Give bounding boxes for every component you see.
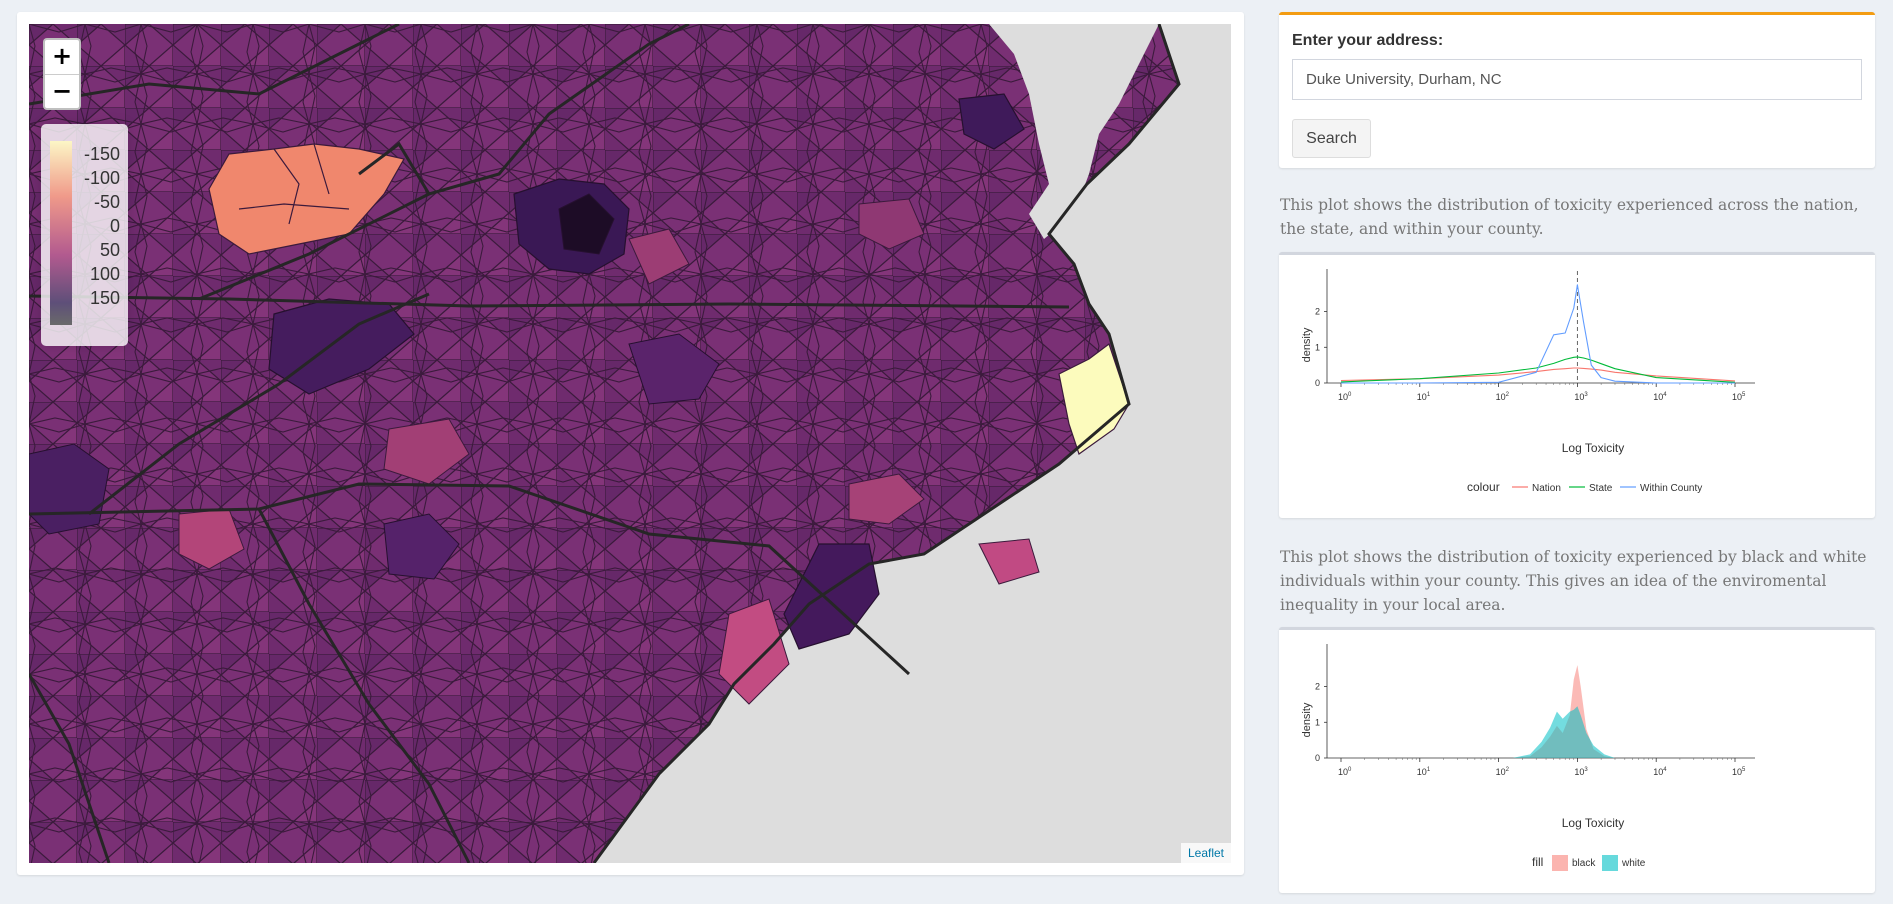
legend-label: -50 [93, 192, 120, 212]
leaflet-attribution-link[interactable]: Leaflet [1180, 843, 1231, 863]
x-tick-label: 102 [1496, 767, 1510, 777]
address-panel: Enter your address: Search [1279, 12, 1875, 168]
legend-key-black [1552, 855, 1568, 871]
legend-label: 150 [89, 288, 120, 308]
legend-entry: black [1572, 858, 1596, 869]
map-legend: -150 -100 -50 0 50 100 150 [41, 124, 128, 346]
series-line-nation [1340, 367, 1736, 382]
x-tick-label: 104 [1653, 392, 1667, 402]
map-canvas[interactable] [29, 24, 1231, 863]
legend-label: -100 [83, 168, 120, 188]
legend-entry: Within County [1640, 483, 1702, 494]
legend-entry: Nation [1532, 483, 1561, 494]
x-axis-label: Log Toxicity [1562, 441, 1624, 455]
x-tick-label: 103 [1574, 392, 1588, 402]
legend-entry: State [1589, 483, 1613, 494]
x-axis-label: Log Toxicity [1562, 816, 1624, 830]
state-border-va-nc [29, 294, 1070, 309]
x-tick-label: 104 [1653, 767, 1667, 777]
x-tick-label: 102 [1496, 392, 1510, 402]
legend-color-bar [50, 141, 72, 325]
dark-region-2 [268, 298, 415, 395]
legend-label: 100 [89, 264, 120, 284]
dark-region-4 [783, 543, 880, 650]
x-tick-label: 100 [1338, 767, 1352, 777]
series-line-within-county [1341, 284, 1735, 384]
legend-label: 0 [109, 216, 120, 236]
y-axis-label: density [1301, 327, 1313, 362]
x-tick-label: 103 [1574, 767, 1588, 777]
y-tick-label: 0 [1315, 753, 1320, 763]
y-tick-label: 1 [1315, 717, 1320, 727]
x-tick-label: 101 [1417, 392, 1431, 402]
plot2-panel: 0 1 2 100 101 102 103 104 105 Log Toxicity densi… [1279, 627, 1875, 893]
plot2-description: This plot shows the distribution of toxi… [1280, 548, 1867, 614]
hot-spot-coast [1058, 343, 1130, 455]
legend-label: 50 [99, 240, 120, 260]
address-label: Enter your address: [1292, 32, 1444, 49]
x-tick-label: 101 [1417, 767, 1431, 777]
legend-title: fill [1532, 855, 1543, 869]
x-tick-label: 105 [1732, 392, 1746, 402]
search-button[interactable]: Search [1292, 119, 1371, 158]
dark-region-3 [958, 93, 1025, 150]
y-tick-label: 2 [1315, 307, 1320, 317]
density-chart-nation-state-county: 0 1 2 100 101 102 103 104 105 Log Toxicity densi… [1301, 269, 1755, 494]
state-border-ga [29, 508, 471, 863]
state-border-wv [29, 24, 690, 196]
choropleth-map[interactable]: + − -150 -100 -50 0 50 100 150 Leaflet [29, 24, 1231, 863]
y-tick-label: 1 [1315, 342, 1320, 352]
x-tick-label: 100 [1338, 392, 1352, 402]
legend-title: colour [1467, 480, 1500, 494]
legend-label: -150 [83, 144, 120, 164]
coastline [592, 24, 1181, 863]
zoom-out-button[interactable]: − [45, 74, 79, 108]
plot1-description: This plot shows the distribution of toxi… [1280, 196, 1859, 238]
x-tick-label: 105 [1732, 767, 1746, 777]
state-border-tn [88, 192, 430, 516]
series-line-state [1340, 356, 1736, 383]
series-area-white [1512, 706, 1615, 758]
hot-spot-va [208, 143, 405, 255]
bay-water [989, 24, 1159, 239]
density-chart-black-white: 0 1 2 100 101 102 103 104 105 Log Toxicity densi… [1301, 644, 1755, 871]
zoom-in-button[interactable]: + [51, 42, 73, 70]
y-tick-label: 2 [1315, 682, 1320, 692]
legend-entry: white [1621, 858, 1646, 869]
plot1-panel: 0 1 2 100 101 102 103 104 105 Log Toxicity densi… [1279, 252, 1875, 518]
legend-key-white [1602, 855, 1618, 871]
y-axis-label: density [1301, 702, 1313, 737]
address-input[interactable] [1292, 59, 1862, 100]
map-panel: + − -150 -100 -50 0 50 100 150 Leaflet [17, 12, 1244, 875]
y-tick-label: 0 [1315, 378, 1320, 388]
zoom-control: + − [43, 38, 81, 110]
